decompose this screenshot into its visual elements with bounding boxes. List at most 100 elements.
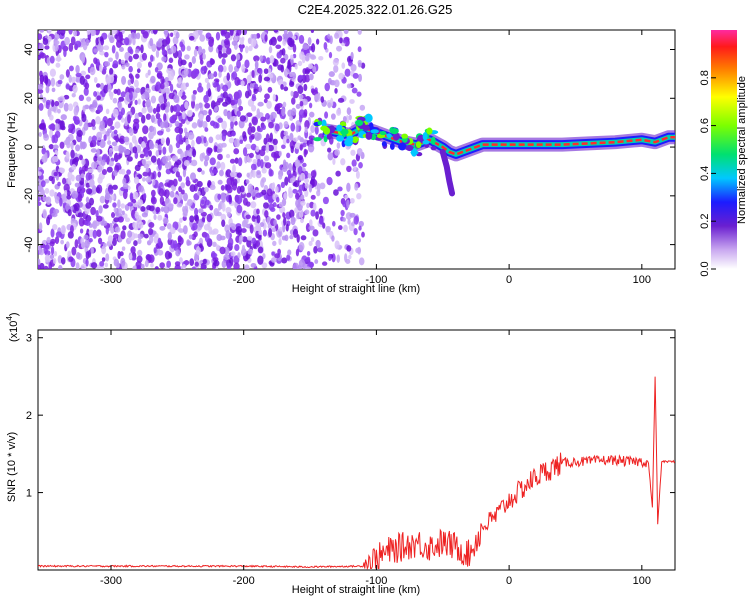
noise-speck bbox=[175, 141, 181, 149]
noise-speck bbox=[257, 255, 264, 265]
noise-speck bbox=[270, 36, 277, 46]
noise-speck bbox=[51, 212, 58, 218]
noise-speck bbox=[120, 203, 125, 209]
noise-speck bbox=[131, 135, 137, 144]
noise-speck bbox=[117, 250, 121, 260]
noise-speck bbox=[75, 64, 80, 74]
noise-speck bbox=[344, 68, 351, 77]
noise-speck bbox=[120, 257, 126, 267]
noise-speck bbox=[173, 197, 178, 205]
noise-speck bbox=[184, 54, 190, 60]
noise-speck bbox=[222, 84, 229, 92]
noise-speck bbox=[260, 178, 265, 188]
noise-speck bbox=[59, 74, 65, 80]
noise-speck bbox=[255, 223, 261, 232]
noise-speck bbox=[90, 247, 94, 254]
noise-speck bbox=[148, 150, 152, 157]
noise-speck bbox=[217, 179, 223, 185]
noise-speck bbox=[239, 44, 244, 53]
noise-speck bbox=[215, 122, 220, 129]
noise-speck bbox=[209, 157, 216, 166]
noise-speck bbox=[197, 167, 203, 173]
noise-speck bbox=[86, 30, 91, 35]
noise-speck bbox=[93, 155, 98, 162]
noise-speck bbox=[316, 189, 321, 197]
noise-speck bbox=[269, 169, 274, 177]
noise-speck bbox=[124, 121, 128, 127]
noise-speck bbox=[80, 173, 85, 179]
top-ytick-label: -40 bbox=[23, 237, 35, 253]
noise-speck bbox=[249, 224, 254, 234]
noise-speck bbox=[287, 249, 292, 256]
noise-speck bbox=[331, 235, 335, 242]
noise-speck bbox=[230, 120, 234, 129]
noise-speck bbox=[213, 81, 220, 87]
noise-speck bbox=[49, 68, 57, 77]
noise-speck bbox=[346, 182, 351, 193]
noise-speck bbox=[203, 203, 207, 209]
noise-speck bbox=[173, 94, 180, 103]
noise-speck bbox=[118, 208, 122, 214]
noise-speck bbox=[297, 154, 303, 161]
noise-speck bbox=[225, 206, 232, 214]
noise-speck bbox=[110, 125, 115, 131]
noise-speck bbox=[303, 83, 308, 92]
noise-speck bbox=[281, 257, 288, 264]
noise-speck bbox=[234, 120, 238, 126]
noise-speck bbox=[55, 118, 61, 124]
noise-speck bbox=[158, 95, 165, 104]
noise-speck bbox=[277, 79, 284, 86]
noise-speck bbox=[301, 98, 308, 106]
noise-speck bbox=[276, 214, 281, 220]
noise-speck bbox=[75, 144, 81, 152]
noise-speck bbox=[328, 71, 335, 78]
noise-speck bbox=[52, 257, 57, 265]
noise-speck bbox=[203, 136, 207, 144]
noise-speck bbox=[288, 186, 292, 195]
noise-speck bbox=[302, 162, 307, 168]
noise-speck bbox=[100, 37, 105, 46]
noise-speck bbox=[250, 201, 257, 209]
noise-speck bbox=[50, 246, 55, 255]
noise-speck bbox=[95, 186, 101, 194]
noise-speck bbox=[239, 115, 247, 122]
noise-speck bbox=[55, 231, 63, 238]
noise-speck bbox=[129, 254, 133, 260]
noise-speck bbox=[318, 56, 324, 61]
noise-speck bbox=[154, 266, 159, 269]
noise-speck bbox=[186, 45, 191, 52]
noise-speck bbox=[263, 76, 271, 82]
noise-speck bbox=[101, 245, 107, 255]
noise-speck bbox=[351, 87, 358, 94]
noise-speck bbox=[129, 91, 133, 101]
noise-speck bbox=[238, 105, 244, 111]
noise-speck bbox=[44, 187, 50, 194]
noise-speck bbox=[289, 229, 294, 236]
noise-speck bbox=[269, 132, 273, 142]
noise-speck bbox=[114, 121, 121, 129]
noise-speck bbox=[261, 189, 267, 195]
noise-speck bbox=[298, 259, 306, 268]
noise-speck bbox=[45, 85, 50, 94]
noise-speck bbox=[128, 65, 133, 73]
noise-speck bbox=[191, 139, 195, 148]
noise-speck bbox=[97, 165, 103, 173]
noise-speck bbox=[250, 133, 255, 139]
bottom-ytick-label: 3 bbox=[26, 333, 32, 345]
noise-speck bbox=[127, 230, 133, 238]
noise-speck bbox=[200, 199, 205, 205]
noise-speck bbox=[183, 67, 189, 76]
noise-speck bbox=[350, 64, 357, 72]
noise-speck bbox=[248, 45, 253, 52]
noise-speck bbox=[99, 195, 106, 204]
noise-speck bbox=[263, 98, 268, 104]
noise-speck bbox=[60, 239, 65, 245]
noise-speck bbox=[349, 197, 355, 204]
ridge-blob bbox=[389, 127, 399, 135]
noise-speck bbox=[70, 149, 75, 159]
noise-speck bbox=[62, 177, 67, 185]
noise-speck bbox=[273, 30, 279, 33]
noise-speck bbox=[250, 263, 257, 268]
noise-speck bbox=[153, 247, 157, 254]
noise-speck bbox=[114, 226, 121, 233]
